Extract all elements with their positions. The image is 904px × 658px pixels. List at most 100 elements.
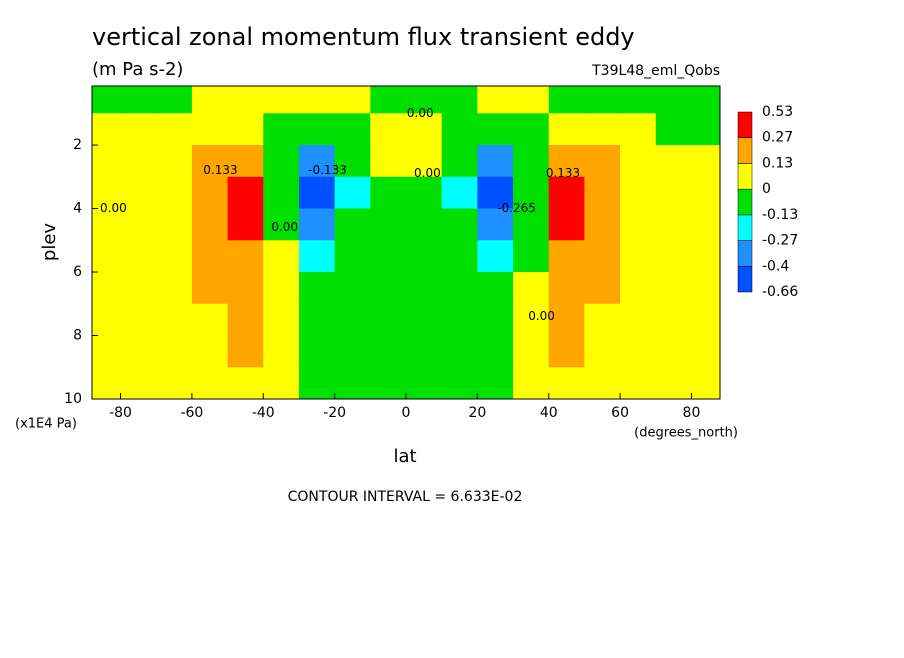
field-cell [227, 113, 264, 146]
field-cell [92, 113, 122, 146]
footnote: CONTOUR INTERVAL = 6.633E-02 [288, 489, 523, 505]
field-cell [406, 86, 443, 114]
field-cell [263, 335, 300, 368]
run-label: T39L48_eml_Qobs [591, 63, 720, 79]
colorbar-band [737, 163, 753, 190]
field-cell [263, 86, 300, 114]
field-cell [120, 145, 157, 178]
field-cell [691, 113, 721, 146]
field-cell [120, 303, 157, 337]
field-cell [513, 335, 550, 368]
field-cell [513, 208, 550, 241]
field-cell [370, 367, 407, 400]
field-cell [191, 113, 229, 146]
field-cell [406, 176, 443, 210]
field-cell [655, 240, 692, 273]
field-cell [655, 86, 692, 114]
x-tick-label: 80 [683, 405, 701, 421]
field-cell [156, 86, 193, 114]
field-cell [548, 240, 585, 273]
field-cell [406, 367, 443, 400]
field-cell [334, 272, 371, 305]
field-cell [156, 176, 193, 210]
field-cell [298, 145, 336, 178]
field-cell [370, 208, 407, 241]
field-cell [584, 272, 621, 305]
field-cell [441, 208, 478, 241]
field-cell [441, 367, 478, 400]
field-cell [441, 145, 478, 178]
overlay: -80 -60 -40 -20 0 20 40 60 80 2 4 6 8 10 0.00 0.00 0.00 0… [64, 85, 798, 421]
field-cell [548, 145, 585, 178]
field-cell [548, 272, 585, 305]
field-cell [620, 176, 657, 210]
y-units: (x1E4 Pa) [15, 417, 77, 432]
field-cell [191, 303, 229, 337]
field-cell [298, 367, 336, 400]
field-cell [92, 335, 122, 368]
field-cell [548, 367, 585, 400]
field-cell [263, 272, 300, 305]
field-cell [92, 303, 122, 337]
field-cell [92, 208, 122, 241]
contour-label: 0.00 [271, 220, 298, 234]
x-tick-label: -40 [252, 405, 275, 421]
field-cell [691, 335, 721, 368]
field-cell [406, 303, 443, 337]
contour-label: -0.265 [497, 201, 536, 215]
colorbar-label: 0.53 [762, 104, 793, 120]
field-cell [92, 86, 122, 114]
field-cell [584, 208, 621, 241]
contour-label: 0.00 [528, 309, 555, 323]
field-cell [477, 208, 514, 241]
y-tick-label: 10 [64, 391, 82, 407]
field-cell [298, 208, 336, 241]
field-cell [227, 272, 264, 305]
field-cell [334, 145, 371, 178]
field-cell [477, 367, 514, 400]
field-cell [334, 303, 371, 337]
y-tick-label: 6 [73, 264, 82, 280]
field-cell [334, 86, 371, 114]
field-cell [620, 303, 657, 337]
field-cell [584, 176, 621, 210]
field-cell [298, 240, 336, 273]
field-cell [655, 208, 692, 241]
field-cell [370, 176, 407, 210]
field-cell [120, 240, 157, 273]
field-cell [156, 367, 193, 400]
field-cell [655, 113, 692, 146]
field-cell [477, 272, 514, 305]
x-tick-label: 60 [611, 405, 629, 421]
x-units: (degrees_north) [634, 426, 738, 441]
field-cell [477, 86, 514, 114]
field-cell [370, 113, 407, 146]
field-cell [548, 113, 585, 146]
field-cell [548, 176, 585, 210]
field-cell [477, 240, 514, 273]
field-cell [92, 240, 122, 273]
field-cell [584, 86, 621, 114]
field-cell [334, 113, 371, 146]
x-tick-label: -80 [109, 405, 132, 421]
field-cell [120, 86, 157, 114]
field-cell [691, 86, 721, 114]
field-cell [655, 335, 692, 368]
field-cell [584, 145, 621, 178]
field-cell [691, 367, 721, 400]
field-cell [620, 272, 657, 305]
field-cell [584, 113, 621, 146]
field-cell [691, 272, 721, 305]
field-cell [584, 335, 621, 368]
field-cell [691, 176, 721, 210]
field-cell [406, 113, 443, 146]
field-cell [298, 335, 336, 368]
field-cell [513, 272, 550, 305]
field-cell [120, 208, 157, 241]
field [92, 86, 721, 400]
colorbar-band [737, 188, 753, 216]
field-cell [263, 145, 300, 178]
field-cell [191, 86, 229, 114]
field-cell [441, 335, 478, 368]
